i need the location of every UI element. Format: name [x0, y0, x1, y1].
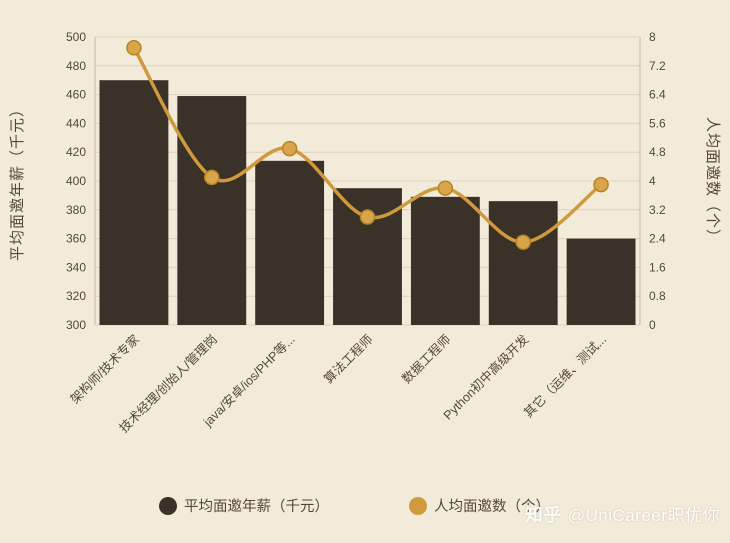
- left-axis-tick-label: 460: [66, 88, 86, 102]
- left-axis-tick-label: 380: [66, 203, 86, 217]
- legend-label-bar-series: 平均面邀年薪（千元）: [184, 498, 329, 515]
- right-axis-tick-label: 0.8: [649, 289, 666, 303]
- legend-swatch-bar-series: [159, 497, 177, 515]
- x-axis-category-label: 数据工程师: [399, 332, 454, 387]
- bar: [488, 201, 558, 325]
- line-marker: [281, 140, 298, 157]
- left-axis-title: 平均面邀年薪（千元）: [9, 101, 26, 261]
- watermark: 知乎 @UniCareer职优你: [525, 501, 720, 527]
- left-axis-tick-label: 320: [66, 289, 86, 303]
- bar: [255, 160, 325, 325]
- watermark-logo: 知乎: [524, 505, 562, 525]
- right-axis-tick-label: 3.2: [649, 203, 666, 217]
- line-marker: [204, 169, 220, 186]
- x-axis-category-label: 其它（运维、测试...: [521, 332, 610, 421]
- left-axis-tick-label: 400: [66, 174, 86, 188]
- bar: [410, 196, 480, 325]
- bar: [566, 238, 636, 325]
- left-axis-tick-label: 340: [66, 260, 86, 274]
- bar: [333, 188, 402, 325]
- left-axis-tick-label: 420: [66, 145, 86, 159]
- right-axis-tick-label: 4: [649, 174, 656, 188]
- left-axis-tick-label: 360: [66, 232, 86, 246]
- right-axis-title: 人均面邀数（个）: [704, 117, 721, 245]
- x-axis-category-label: 架构师/技术专家: [67, 331, 142, 406]
- left-axis-tick-label: 300: [66, 318, 86, 332]
- x-axis-category-label: Python初中高级开发: [440, 331, 532, 423]
- legend-swatch-line-series: [409, 497, 427, 515]
- watermark-handle: @UniCareer职优你: [567, 506, 720, 525]
- x-axis-category-label: 算法工程师: [321, 332, 376, 387]
- left-axis-tick-label: 480: [66, 59, 86, 73]
- right-axis-tick-label: 6.4: [649, 88, 666, 102]
- right-axis-tick-label: 2.4: [649, 232, 666, 246]
- bar: [177, 96, 247, 325]
- right-axis-tick-label: 4.8: [649, 145, 666, 159]
- line-marker: [437, 180, 454, 196]
- right-axis-tick-label: 8: [649, 30, 656, 44]
- right-axis-tick-label: 5.6: [649, 116, 666, 130]
- left-axis-tick-label: 500: [66, 30, 86, 44]
- line-marker: [515, 234, 531, 250]
- right-axis-tick-label: 0: [649, 318, 656, 332]
- right-axis-tick-label: 1.6: [649, 260, 666, 274]
- left-axis-tick-label: 440: [66, 116, 86, 130]
- line-marker: [593, 176, 609, 193]
- legend-label-line-series: 人均面邀数（个）: [434, 498, 550, 515]
- right-axis-tick-label: 7.2: [649, 59, 666, 73]
- line-marker: [126, 40, 142, 56]
- line-marker: [359, 209, 376, 225]
- bar: [99, 80, 169, 325]
